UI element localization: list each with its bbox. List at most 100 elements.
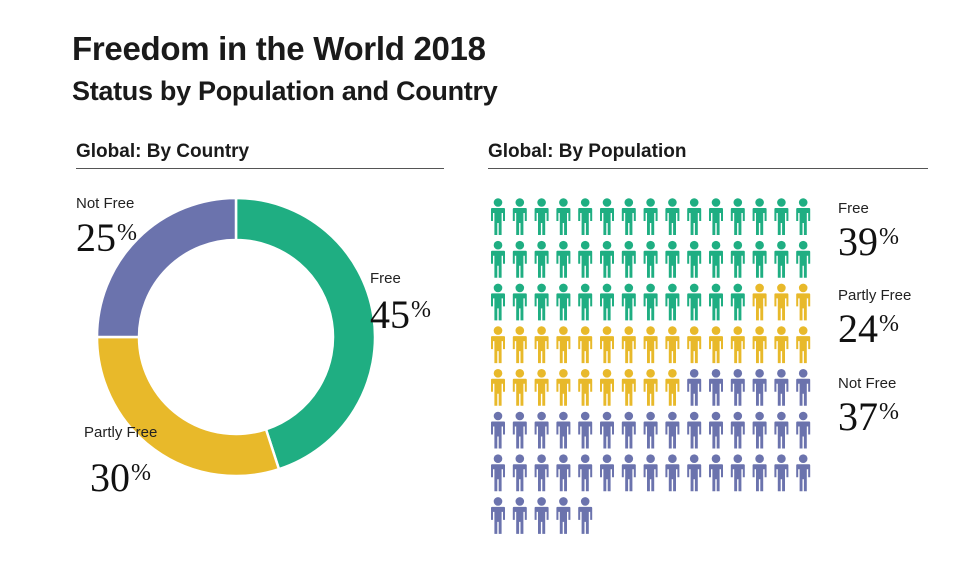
person-icon-not-free: [621, 411, 636, 449]
person-icon-not-free: [600, 454, 614, 492]
person-icon-free: [534, 198, 549, 235]
pop-label-not-free-name: Not Free: [838, 375, 897, 392]
person-icon-not-free: [774, 454, 789, 492]
person-icon-not-free: [709, 454, 723, 492]
donut-label-free-name: Free: [370, 270, 401, 287]
person-icon-free: [534, 283, 549, 321]
person-icon-partly-free: [512, 369, 527, 406]
person-icon-not-free: [730, 411, 745, 449]
person-icon-not-free: [491, 497, 505, 534]
person-icon-free: [491, 198, 505, 235]
page-title: Freedom in the World 2018: [72, 30, 486, 67]
person-icon-partly-free: [752, 283, 767, 321]
person-icon-free: [534, 240, 549, 278]
person-icon-partly-free: [621, 369, 636, 406]
person-icon-free: [512, 240, 527, 278]
person-icon-free: [621, 240, 636, 278]
person-icon-not-free: [752, 411, 767, 449]
person-icon-free: [600, 198, 614, 235]
person-icon-not-free: [687, 369, 702, 406]
person-icon-partly-free: [534, 326, 549, 364]
person-icon-free: [578, 283, 593, 321]
donut-label-not-free-pct: 25%: [76, 215, 137, 260]
person-icon-free: [600, 283, 614, 321]
person-icon-not-free: [687, 454, 702, 492]
person-icon-free: [578, 240, 593, 278]
person-icon-not-free: [665, 454, 680, 492]
person-icon-not-free: [556, 454, 571, 492]
pop-label-not-free-pct: 37%: [838, 394, 899, 439]
person-icon-not-free: [512, 454, 527, 492]
person-icon-not-free: [709, 369, 723, 406]
person-icon-free: [643, 198, 658, 235]
pop-label-free-name: Free: [838, 200, 869, 217]
person-icon-partly-free: [534, 369, 549, 406]
person-icon-partly-free: [556, 326, 571, 364]
person-icon-partly-free: [578, 369, 593, 406]
person-icon-partly-free: [512, 326, 527, 364]
person-icon-free: [621, 198, 636, 235]
person-icon-partly-free: [643, 369, 658, 406]
person-icon-free: [730, 283, 745, 321]
person-icon-not-free: [512, 497, 527, 534]
donut-slice-free: [234, 196, 377, 471]
person-icon-free: [621, 283, 636, 321]
person-icon-free: [752, 198, 767, 235]
person-icon-not-free: [534, 454, 549, 492]
person-icon-partly-free: [730, 326, 745, 364]
person-icon-free: [774, 240, 789, 278]
person-icon-not-free: [491, 454, 505, 492]
population-chart-title: Global: By Population: [488, 141, 928, 169]
person-icon-not-free: [600, 411, 614, 449]
person-icon-not-free: [774, 411, 789, 449]
person-icon-not-free: [556, 411, 571, 449]
person-icon-partly-free: [687, 326, 702, 364]
pop-label-free-pct: 39%: [838, 219, 899, 264]
person-icon-free: [665, 198, 680, 235]
person-icon-partly-free: [600, 326, 614, 364]
person-icon-not-free: [730, 454, 745, 492]
person-icon-free: [709, 240, 723, 278]
person-icon-free: [491, 283, 505, 321]
person-icon-free: [665, 240, 680, 278]
person-icon-free: [512, 283, 527, 321]
person-icon-partly-free: [600, 369, 614, 406]
person-icon-partly-free: [556, 369, 571, 406]
person-icon-not-free: [709, 411, 723, 449]
person-icon-free: [665, 283, 680, 321]
person-icon-not-free: [512, 411, 527, 449]
person-icon-partly-free: [621, 326, 636, 364]
person-icon-not-free: [534, 497, 549, 534]
donut-label-free-pct: 45%: [370, 292, 431, 337]
donut-label-partly-free-pct: 30%: [90, 455, 151, 500]
person-icon-partly-free: [665, 369, 680, 406]
person-icon-free: [796, 240, 811, 278]
person-icon-free: [774, 198, 789, 235]
person-icon-free: [600, 240, 614, 278]
person-icon-free: [687, 283, 702, 321]
person-icon-free: [512, 198, 527, 235]
person-icon-free: [556, 240, 571, 278]
pop-label-partly-free-pct: 24%: [838, 306, 899, 351]
person-icon-partly-free: [796, 283, 811, 321]
donut-slice-not-free: [95, 196, 238, 339]
person-icon-free: [709, 198, 723, 235]
person-icon-free: [730, 198, 745, 235]
person-icon-not-free: [752, 454, 767, 492]
person-icon-partly-free: [491, 326, 505, 364]
country-chart-title: Global: By Country: [76, 141, 444, 169]
person-icon-free: [556, 283, 571, 321]
person-icon-free: [643, 283, 658, 321]
person-icon-free: [578, 198, 593, 235]
person-icon-partly-free: [774, 283, 789, 321]
person-icon-free: [687, 198, 702, 235]
person-icon-not-free: [687, 411, 702, 449]
person-icon-partly-free: [578, 326, 593, 364]
person-icon-free: [730, 240, 745, 278]
person-icon-partly-free: [643, 326, 658, 364]
person-icon-free: [709, 283, 723, 321]
person-icon-not-free: [491, 411, 505, 449]
person-icon-not-free: [578, 497, 593, 534]
person-icon-not-free: [665, 411, 680, 449]
person-icon-free: [643, 240, 658, 278]
